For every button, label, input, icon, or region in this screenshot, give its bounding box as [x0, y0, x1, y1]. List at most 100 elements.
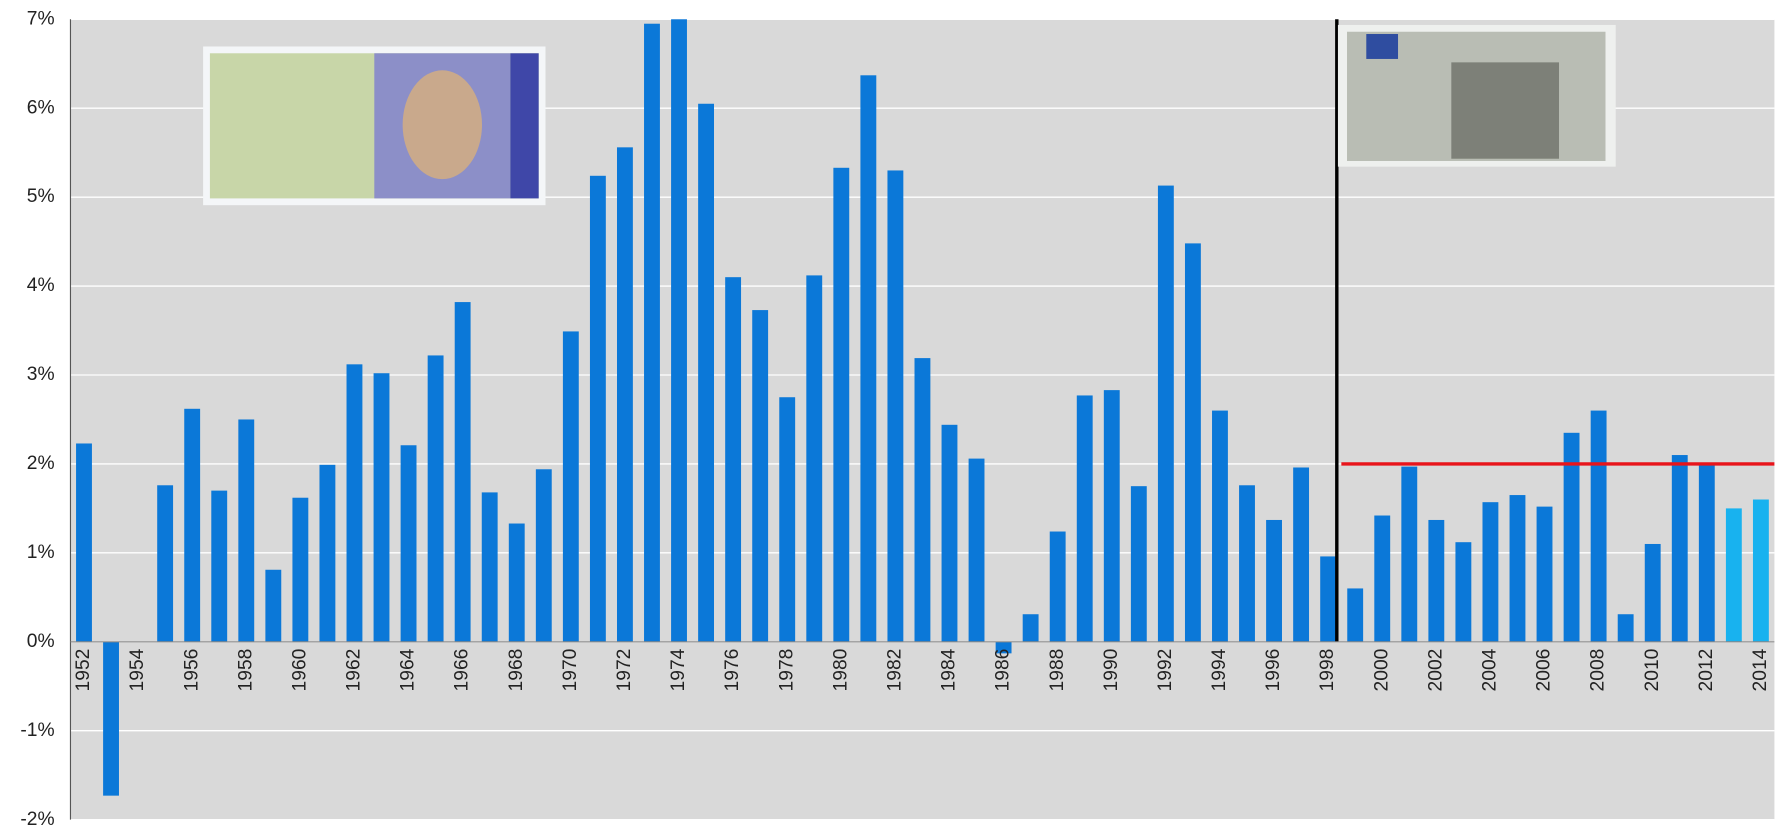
bar	[373, 373, 390, 642]
bar	[1266, 519, 1282, 642]
bar	[1671, 455, 1688, 642]
x-tick-label: 1996	[1263, 649, 1284, 692]
x-tick-label: 2012	[1696, 649, 1717, 692]
dm-banknote	[203, 46, 546, 206]
y-tick-label: -2%	[20, 809, 54, 830]
y-tick-label: 0%	[27, 631, 55, 652]
bar	[76, 443, 92, 642]
bar	[184, 408, 201, 642]
bar	[535, 469, 552, 642]
bar	[508, 523, 525, 642]
x-tick-label: 1972	[614, 649, 635, 692]
bar	[1239, 485, 1255, 642]
x-tick-label: 1962	[344, 649, 365, 692]
bar	[941, 424, 958, 642]
bar	[995, 641, 1012, 654]
bar	[968, 458, 985, 642]
x-tick-label: 1970	[560, 649, 581, 692]
x-tick-label: 2002	[1425, 649, 1446, 692]
bar	[1644, 543, 1661, 642]
x-tick-label: 1998	[1317, 649, 1338, 692]
bar	[1482, 502, 1499, 642]
x-tick-label: 1986	[993, 649, 1014, 692]
x-tick-label: 1982	[884, 649, 905, 692]
euro-banknote	[1337, 24, 1616, 167]
bar	[752, 310, 769, 642]
x-tick-label: 1954	[127, 648, 148, 691]
x-tick-label: 2000	[1371, 649, 1392, 692]
bar	[779, 397, 796, 642]
x-tick-label: 1976	[722, 649, 743, 692]
bar	[1509, 495, 1526, 642]
bar	[1130, 486, 1147, 642]
bar	[292, 497, 309, 642]
x-tick-label: 1990	[1101, 649, 1122, 692]
bar	[698, 103, 715, 642]
x-tick-label: 1994	[1209, 648, 1230, 691]
bar	[157, 485, 174, 642]
bar	[1184, 243, 1201, 642]
bar	[1076, 395, 1093, 642]
x-tick-label: 1952	[73, 649, 94, 692]
bar	[616, 147, 633, 642]
bars	[76, 19, 1769, 796]
bar	[481, 492, 498, 642]
y-tick-label: 1%	[27, 542, 55, 563]
y-tick-label: 2%	[27, 453, 55, 474]
bar	[1401, 466, 1418, 642]
bar	[1157, 185, 1174, 642]
bar	[319, 464, 336, 642]
bar	[914, 358, 931, 642]
y-tick-label: 4%	[27, 275, 55, 296]
bar	[671, 19, 687, 642]
bar	[644, 23, 660, 642]
x-tick-label: 1984	[939, 648, 960, 691]
bar	[103, 641, 119, 796]
bar	[860, 75, 877, 642]
x-tick-label: 1988	[1047, 649, 1068, 692]
x-tick-label: 1992	[1155, 649, 1176, 692]
bar	[1293, 467, 1310, 642]
x-tick-label: 1956	[181, 649, 202, 692]
bar	[833, 167, 850, 642]
y-tick-label: 7%	[27, 8, 55, 29]
banknote-face	[402, 70, 483, 180]
bar	[1617, 614, 1634, 642]
bar	[265, 569, 282, 642]
bar	[1320, 556, 1337, 642]
x-tick-label: 2006	[1534, 649, 1555, 692]
banknote-arch	[1451, 62, 1560, 159]
x-tick-label: 1974	[668, 648, 689, 691]
bar	[806, 275, 823, 642]
bar	[238, 419, 255, 642]
bar	[1752, 499, 1769, 642]
bar	[887, 170, 904, 642]
x-tick-label: 1964	[398, 648, 419, 691]
bar	[454, 302, 471, 642]
bar	[562, 331, 579, 642]
bar	[1455, 542, 1472, 642]
y-tick-label: -1%	[20, 720, 54, 741]
x-tick-label: 2008	[1588, 649, 1609, 692]
bar	[400, 445, 417, 642]
bar	[1347, 588, 1364, 642]
bar	[1698, 463, 1715, 642]
y-tick-label: 6%	[27, 97, 55, 118]
x-tick-label: 2014	[1750, 648, 1771, 691]
bar	[1725, 508, 1742, 642]
bar	[1103, 390, 1120, 642]
x-tick-label: 2010	[1642, 649, 1663, 692]
bar	[1536, 506, 1553, 642]
bar	[725, 277, 742, 642]
x-tick-label: 1980	[830, 649, 851, 692]
x-tick-label: 1960	[289, 649, 310, 692]
bar	[1049, 531, 1066, 642]
bar	[427, 355, 444, 642]
banknote-band	[510, 53, 539, 199]
x-tick-label: 2004	[1480, 648, 1501, 691]
bar	[1212, 410, 1228, 642]
x-tick-label: 1968	[506, 649, 527, 692]
bar	[346, 364, 363, 642]
y-tick-label: 5%	[27, 186, 55, 207]
